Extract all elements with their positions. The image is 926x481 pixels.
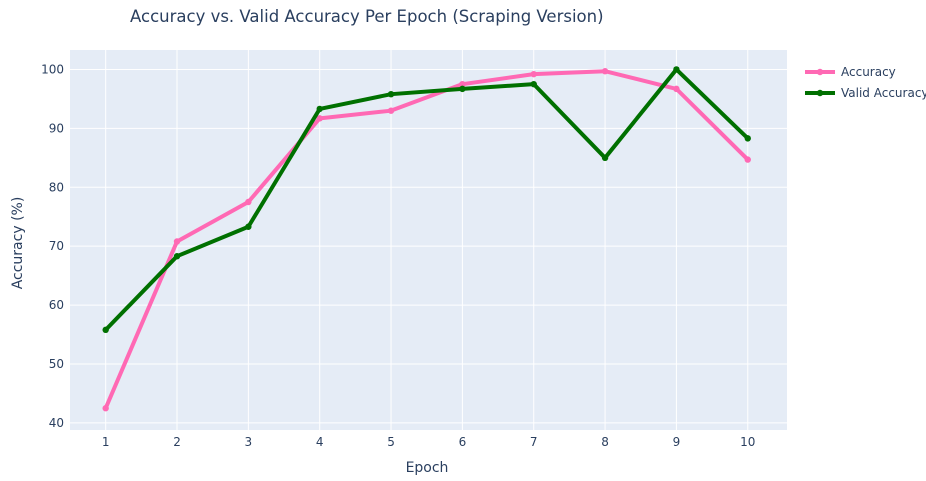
data-point[interactable] [530, 80, 537, 88]
data-point[interactable] [245, 223, 252, 230]
x-tick-label: 7 [530, 435, 538, 449]
legend-label: Accuracy [841, 65, 896, 79]
x-tick-label: 4 [316, 435, 324, 449]
x-tick-label: 6 [459, 435, 467, 449]
data-point[interactable] [387, 107, 395, 114]
data-point[interactable] [673, 85, 680, 93]
x-gridlines [105, 50, 749, 430]
y-tick-label: 80 [49, 180, 64, 194]
data-point[interactable] [245, 198, 252, 206]
legend-marker [816, 68, 824, 76]
y-tick-label: 50 [49, 357, 64, 371]
data-point[interactable] [316, 105, 323, 113]
data-point[interactable] [673, 66, 680, 73]
x-tick-labels: 1 2 3 4 5 6 7 8 9 10 [102, 435, 756, 449]
x-tick-label: 3 [245, 435, 253, 449]
data-point[interactable] [601, 154, 609, 162]
x-tick-label: 10 [740, 435, 755, 449]
chart-title: Accuracy vs. Valid Accuracy Per Epoch (S… [130, 7, 604, 26]
data-point[interactable] [102, 326, 109, 334]
x-tick-label: 9 [673, 435, 681, 449]
legend[interactable]: Accuracy Valid Accuracy [805, 65, 926, 100]
series-accuracy [102, 68, 751, 412]
plot-area [70, 50, 787, 430]
x-tick-label: 1 [102, 435, 110, 449]
x-axis-title: Epoch [406, 460, 449, 476]
data-point[interactable] [459, 80, 466, 88]
y-tick-label: 100 [41, 62, 64, 76]
data-point[interactable] [102, 405, 109, 412]
x-tick-label: 8 [601, 435, 609, 449]
legend-marker [816, 89, 824, 97]
y-tick-label: 60 [49, 298, 64, 312]
legend-item[interactable]: Accuracy [805, 65, 896, 79]
series-layer [102, 66, 751, 412]
data-point[interactable] [459, 85, 466, 93]
data-point[interactable] [173, 253, 181, 260]
y-tick-label: 90 [49, 121, 64, 135]
y-tick-label: 40 [49, 416, 64, 430]
series-line [103, 69, 750, 411]
y-tick-label: 70 [49, 239, 64, 253]
data-point[interactable] [530, 70, 537, 78]
y-gridlines [70, 68, 787, 424]
x-tick-label: 5 [387, 435, 395, 449]
y-tick-labels: 40 50 60 70 80 90 100 [41, 62, 64, 429]
legend-label: Valid Accuracy [841, 86, 926, 100]
data-point[interactable] [387, 90, 395, 98]
data-point[interactable] [744, 135, 751, 142]
x-tick-label: 2 [173, 435, 181, 449]
legend-item[interactable]: Valid Accuracy [805, 86, 926, 100]
y-axis-title: Accuracy (%) [10, 197, 26, 290]
data-point[interactable] [316, 115, 323, 122]
series-valid-accuracy [102, 66, 751, 334]
series-line [103, 67, 750, 332]
data-point[interactable] [601, 68, 609, 75]
data-point[interactable] [173, 238, 181, 245]
data-point[interactable] [744, 156, 751, 163]
